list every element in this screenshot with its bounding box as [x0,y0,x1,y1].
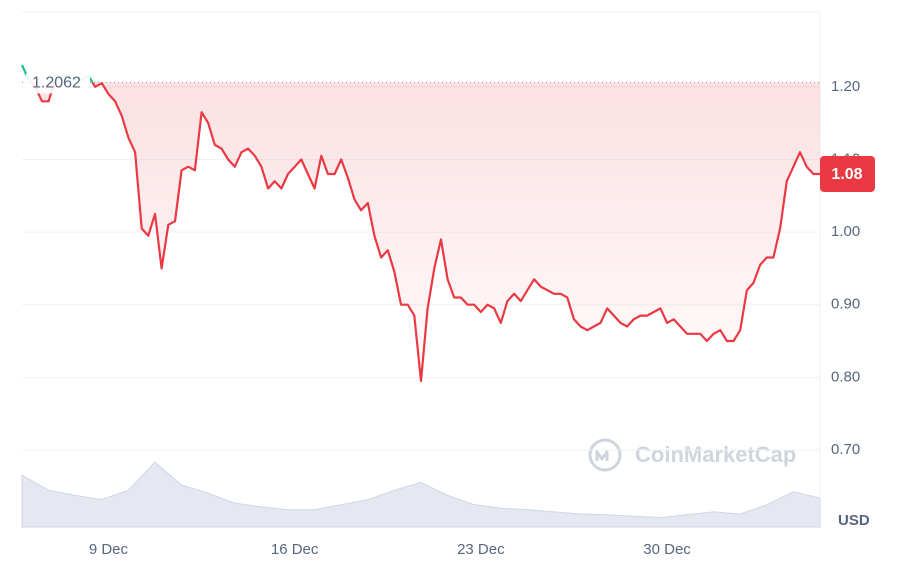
x-tick-label: 30 Dec [643,541,691,558]
volume-area [21,461,821,528]
y-tick-label: 0.70 [831,441,860,458]
currency-label: USD [838,512,870,529]
x-tick-label: 16 Dec [271,541,319,558]
watermark: CoinMarketCap [635,442,796,467]
y-tick-label: 0.80 [831,368,860,385]
last-price-label: 1.08 [831,166,862,183]
reference-label: 1.2062 [32,75,81,92]
x-tick-label: 9 Dec [89,541,129,558]
y-tick-label: 1.00 [831,223,860,240]
watermark-logo [588,438,622,472]
last-price-badge [820,155,875,192]
reference-badge: 1.2062 [26,71,90,94]
x-tick-label: 23 Dec [457,541,505,558]
y-tick-label: 1.20 [831,78,860,95]
y-tick-label: 0.90 [831,296,860,313]
price-area [31,82,820,381]
reference-badge-bg [26,71,90,94]
price-line-down [29,82,820,383]
